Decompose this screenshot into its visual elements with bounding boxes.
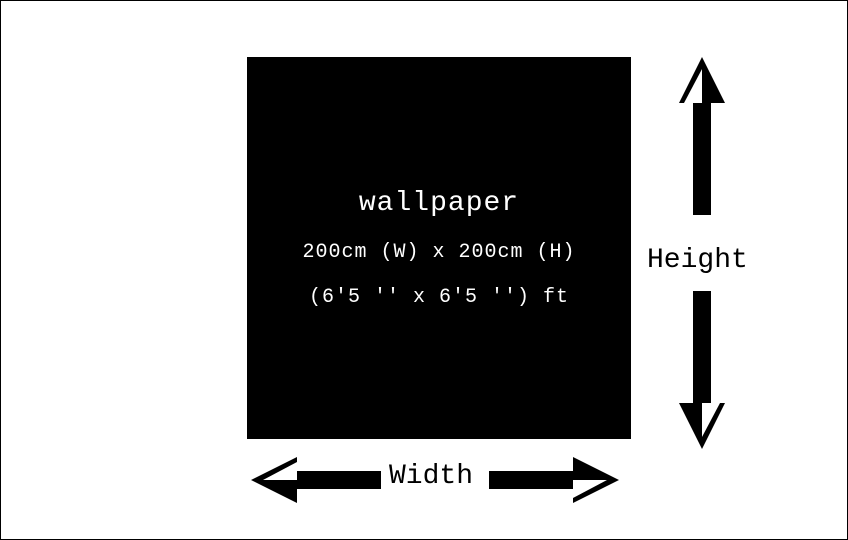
square-title: wallpaper: [359, 188, 519, 219]
arrow-up-icon: [677, 57, 727, 222]
diagram-container: wallpaper 200cm (W) x 200cm (H) (6'5 '' …: [247, 57, 777, 527]
width-dimension: Width: [247, 447, 631, 517]
arrow-left-icon: [251, 455, 383, 510]
square-dimensions-ft: (6'5 '' x 6'5 '') ft: [309, 286, 569, 309]
height-dimension: Height: [647, 57, 777, 439]
height-label: Height: [647, 245, 748, 276]
width-label: Width: [389, 461, 473, 492]
arrow-right-icon: [487, 455, 619, 510]
arrow-down-icon: [677, 289, 727, 454]
wallpaper-square: wallpaper 200cm (W) x 200cm (H) (6'5 '' …: [247, 57, 631, 439]
square-dimensions-cm: 200cm (W) x 200cm (H): [302, 241, 575, 264]
